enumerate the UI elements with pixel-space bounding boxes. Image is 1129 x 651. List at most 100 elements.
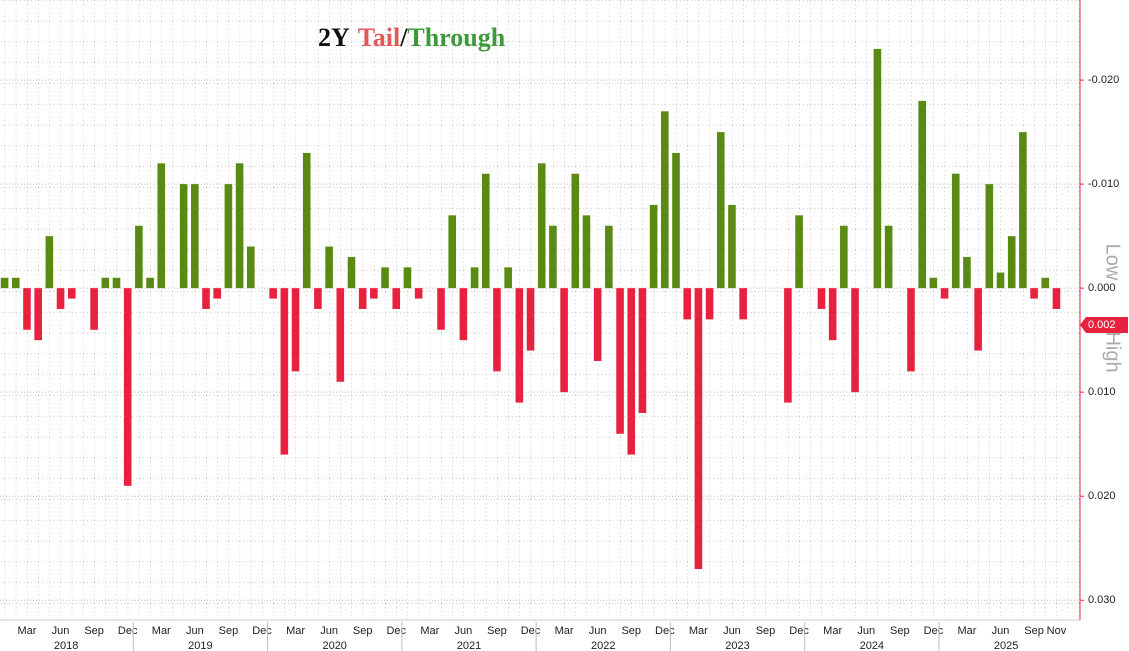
x-tick-label: Nov	[1047, 625, 1067, 637]
x-tick-label: Sep	[84, 625, 104, 637]
bar	[537, 163, 546, 289]
bar	[672, 152, 680, 289]
x-tick-label: Dec	[386, 625, 406, 637]
bar	[683, 288, 691, 320]
bar	[504, 267, 512, 289]
bar	[873, 48, 882, 289]
bar	[269, 288, 277, 299]
bar	[627, 288, 636, 455]
y-tick-label: 0.010	[1088, 386, 1116, 398]
x-tick-label: Jun	[455, 625, 473, 637]
bar	[828, 288, 837, 341]
title-part: /	[399, 23, 408, 52]
bar	[179, 184, 188, 289]
y-tick-label: -0.010	[1088, 178, 1119, 190]
bar	[638, 288, 647, 413]
bar	[996, 272, 1005, 289]
bar	[605, 225, 613, 289]
value-label: 0.002	[1088, 319, 1116, 331]
bar	[67, 288, 76, 299]
year-label: 2018	[54, 640, 78, 651]
bar	[347, 256, 356, 289]
title-part: Through	[407, 23, 505, 52]
value-label-box	[1080, 316, 1128, 333]
bar	[0, 277, 9, 289]
y-tick-label: 0.020	[1088, 490, 1116, 502]
x-tick-label: Jun	[589, 625, 607, 637]
y-axis-label: High	[1102, 331, 1124, 372]
year-label: 2022	[591, 640, 615, 651]
x-tick-label: Sep	[487, 625, 507, 637]
x-tick-label: Mar	[957, 625, 976, 637]
x-tick-label: Dec	[655, 625, 675, 637]
year-label: 2021	[457, 640, 481, 651]
bar	[414, 288, 423, 299]
x-tick-label: Mar	[18, 625, 37, 637]
bar	[481, 173, 490, 289]
year-label: 2023	[725, 640, 749, 651]
bar	[784, 288, 792, 403]
bar	[728, 204, 736, 289]
bar	[493, 288, 501, 372]
bar	[336, 288, 345, 382]
bar	[470, 267, 479, 289]
x-tick-label: Jun	[320, 625, 338, 637]
bar	[146, 277, 154, 289]
bar	[90, 288, 98, 330]
bar	[940, 288, 949, 299]
plot-background	[0, 0, 1080, 620]
bar	[370, 288, 378, 299]
bar	[280, 288, 289, 455]
bar	[795, 215, 803, 289]
bar	[951, 173, 960, 289]
bar	[34, 288, 42, 341]
x-tick-label: Jun	[857, 625, 875, 637]
bar	[1007, 236, 1016, 289]
bar	[135, 225, 143, 289]
x-tick-label: Jun	[723, 625, 741, 637]
y-tick-label: 0.000	[1088, 282, 1116, 294]
bar	[314, 288, 322, 309]
year-label: 2020	[322, 640, 346, 651]
y-tick-label: -0.020	[1088, 74, 1119, 86]
x-tick-label: Sep	[353, 625, 373, 637]
bar	[549, 225, 557, 289]
x-tick-label: Jun	[992, 625, 1010, 637]
x-tick-label: Sep	[890, 625, 910, 637]
x-tick-label: Mar	[286, 625, 305, 637]
bar	[459, 288, 468, 341]
x-tick-label: Dec	[252, 625, 272, 637]
bar	[661, 111, 669, 289]
bar	[616, 288, 624, 434]
bar	[1041, 277, 1050, 289]
bar	[705, 288, 714, 320]
bar	[851, 288, 859, 393]
bar	[448, 215, 456, 289]
bar	[381, 267, 389, 289]
bar	[716, 132, 725, 289]
x-tick-label: Sep	[219, 625, 239, 637]
bar	[291, 288, 300, 372]
bar	[739, 288, 747, 320]
x-tick-label: Sep	[756, 625, 776, 637]
bar	[515, 288, 524, 403]
bar	[123, 288, 132, 486]
bar	[1030, 288, 1038, 299]
bar	[526, 288, 535, 351]
bar	[56, 288, 65, 309]
x-tick-label: Dec	[118, 625, 138, 637]
x-tick-label: Sep	[1024, 625, 1044, 637]
bar	[213, 288, 222, 299]
bar	[963, 256, 971, 289]
y-tick-label: 0.030	[1088, 594, 1116, 606]
bar	[235, 163, 244, 289]
bar	[582, 215, 591, 289]
year-label: 2025	[994, 640, 1018, 651]
bar	[694, 288, 703, 570]
x-tick-label: Sep	[621, 625, 641, 637]
bar	[560, 288, 568, 393]
bar	[11, 277, 20, 289]
x-tick-label: Dec	[924, 625, 944, 637]
bar	[884, 225, 893, 289]
x-tick-label: Jun	[186, 625, 204, 637]
